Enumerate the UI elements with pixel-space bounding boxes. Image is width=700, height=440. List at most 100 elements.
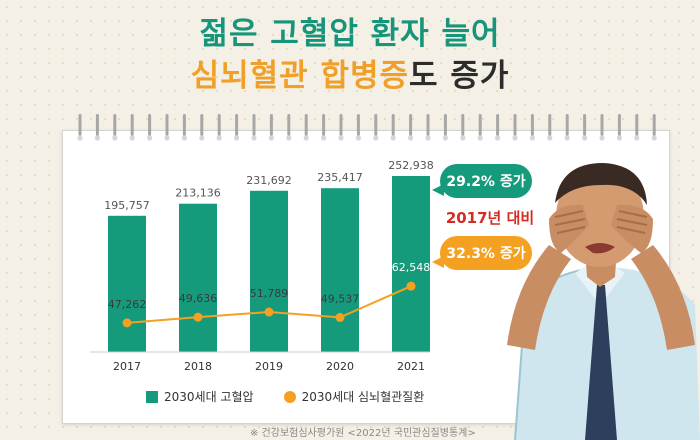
spiral-ring: [548, 114, 552, 136]
spiral-ring: [478, 114, 482, 136]
spiral-ring: [565, 114, 569, 136]
spiral-hole: [651, 135, 657, 141]
spiral-ring: [252, 114, 256, 136]
line-point: [122, 318, 132, 328]
spiral-hole: [547, 135, 553, 141]
spiral-ring: [530, 114, 534, 136]
source-note: ※ 건강보험심사평가원 <2022년 국민관심질병통계>: [250, 428, 476, 439]
spiral-hole: [390, 135, 396, 141]
spiral-ring: [409, 114, 413, 136]
spiral-hole: [251, 135, 257, 141]
spiral-ring: [583, 114, 587, 136]
headline-rest: 도 증가: [409, 58, 510, 94]
spiral-ring: [635, 114, 639, 136]
bar: [250, 190, 288, 352]
spiral-hole: [355, 135, 361, 141]
legend-square-icon: [146, 390, 158, 403]
x-tick-label: 2017: [113, 360, 141, 373]
spiral-hole: [512, 135, 518, 141]
bar: [108, 215, 146, 352]
spiral-hole: [408, 135, 414, 141]
spiral-hole: [460, 135, 466, 141]
spiral-hole: [495, 135, 501, 141]
spiral-hole: [286, 135, 292, 141]
spiral-hole: [181, 135, 187, 141]
spiral-hole: [338, 135, 344, 141]
spiral-ring: [652, 114, 656, 136]
spiral-ring: [217, 114, 221, 136]
spiral-ring: [617, 114, 621, 136]
spiral-ring: [287, 114, 291, 136]
spiral-hole: [582, 135, 588, 141]
spiral-hole: [599, 135, 605, 141]
spiral-ring: [356, 114, 360, 136]
spiral-hole: [77, 135, 83, 141]
headline-highlight-complication: 합병증: [320, 58, 410, 94]
line-value-label: 51,789: [250, 287, 289, 300]
spiral-hole: [234, 135, 240, 141]
spiral-hole: [112, 135, 118, 141]
spiral-ring: [200, 114, 204, 136]
line-value-label: 49,537: [321, 292, 360, 305]
spiral-hole: [268, 135, 274, 141]
bar: [392, 176, 430, 352]
x-tick-label: 2018: [184, 360, 212, 373]
spiral-hole: [373, 135, 379, 141]
bar-value-label: 231,692: [246, 174, 292, 187]
spiral-ring: [600, 114, 604, 136]
legend: 2030세대 고혈압 2030세대 심뇌혈관질환: [146, 388, 424, 405]
headline-line-1: 젊은 고혈압 환자 늘어: [199, 16, 501, 52]
spiral-hole: [442, 135, 448, 141]
spiral-hole: [529, 135, 535, 141]
spiral-ring: [339, 114, 343, 136]
spiral-ring: [95, 114, 99, 136]
stressed-man-illustration: [507, 163, 700, 440]
line-point: [335, 312, 345, 322]
legend-item-bar: 2030세대 고혈압: [146, 388, 254, 405]
line-value-label: 47,262: [108, 298, 147, 311]
spiral-ring: [374, 114, 378, 136]
line-value-label: 49,636: [179, 292, 218, 305]
spiral-ring: [165, 114, 169, 136]
bar-increase-bubble: 29.2% 증가: [432, 164, 532, 198]
bar: [179, 203, 217, 352]
spiral-ring: [269, 114, 273, 136]
spiral-ring: [130, 114, 134, 136]
spiral-ring: [235, 114, 239, 136]
spiral-ring: [391, 114, 395, 136]
spiral-ring: [322, 114, 326, 136]
bar-value-label: 235,417: [317, 171, 363, 184]
spiral-hole: [147, 135, 153, 141]
bar-value-label: 252,938: [388, 159, 434, 172]
compare-base-label: 2017년 대비: [445, 209, 535, 227]
spiral-hole: [94, 135, 100, 141]
spiral-hole: [477, 135, 483, 141]
spiral-ring: [113, 114, 117, 136]
notepad-spiral: [77, 114, 657, 141]
line-point: [406, 281, 416, 291]
spiral-hole: [425, 135, 431, 141]
spiral-hole: [164, 135, 170, 141]
x-tick-label: 2019: [255, 360, 283, 373]
spiral-ring: [304, 114, 308, 136]
bar-value-label: 195,757: [104, 199, 150, 212]
spiral-ring: [496, 114, 500, 136]
x-tick-label: 2020: [326, 360, 354, 373]
spiral-hole: [616, 135, 623, 141]
spiral-ring: [182, 114, 186, 136]
spiral-hole: [216, 135, 222, 141]
line-increase-bubble: 32.3% 증가: [432, 236, 532, 270]
spiral-hole: [634, 135, 640, 141]
legend-item-line: 2030세대 심뇌혈관질환: [283, 388, 424, 405]
legend-circle-icon: [283, 390, 296, 403]
spiral-ring: [78, 114, 82, 136]
bar-value-label: 213,136: [175, 187, 221, 200]
spiral-ring: [461, 114, 465, 136]
spiral-ring: [148, 114, 152, 136]
line-point: [193, 312, 203, 322]
spiral-hole: [129, 135, 135, 141]
spiral-hole: [199, 135, 205, 141]
headline-highlight-cardio: 심뇌혈관: [190, 58, 309, 94]
spiral-hole: [303, 135, 309, 141]
